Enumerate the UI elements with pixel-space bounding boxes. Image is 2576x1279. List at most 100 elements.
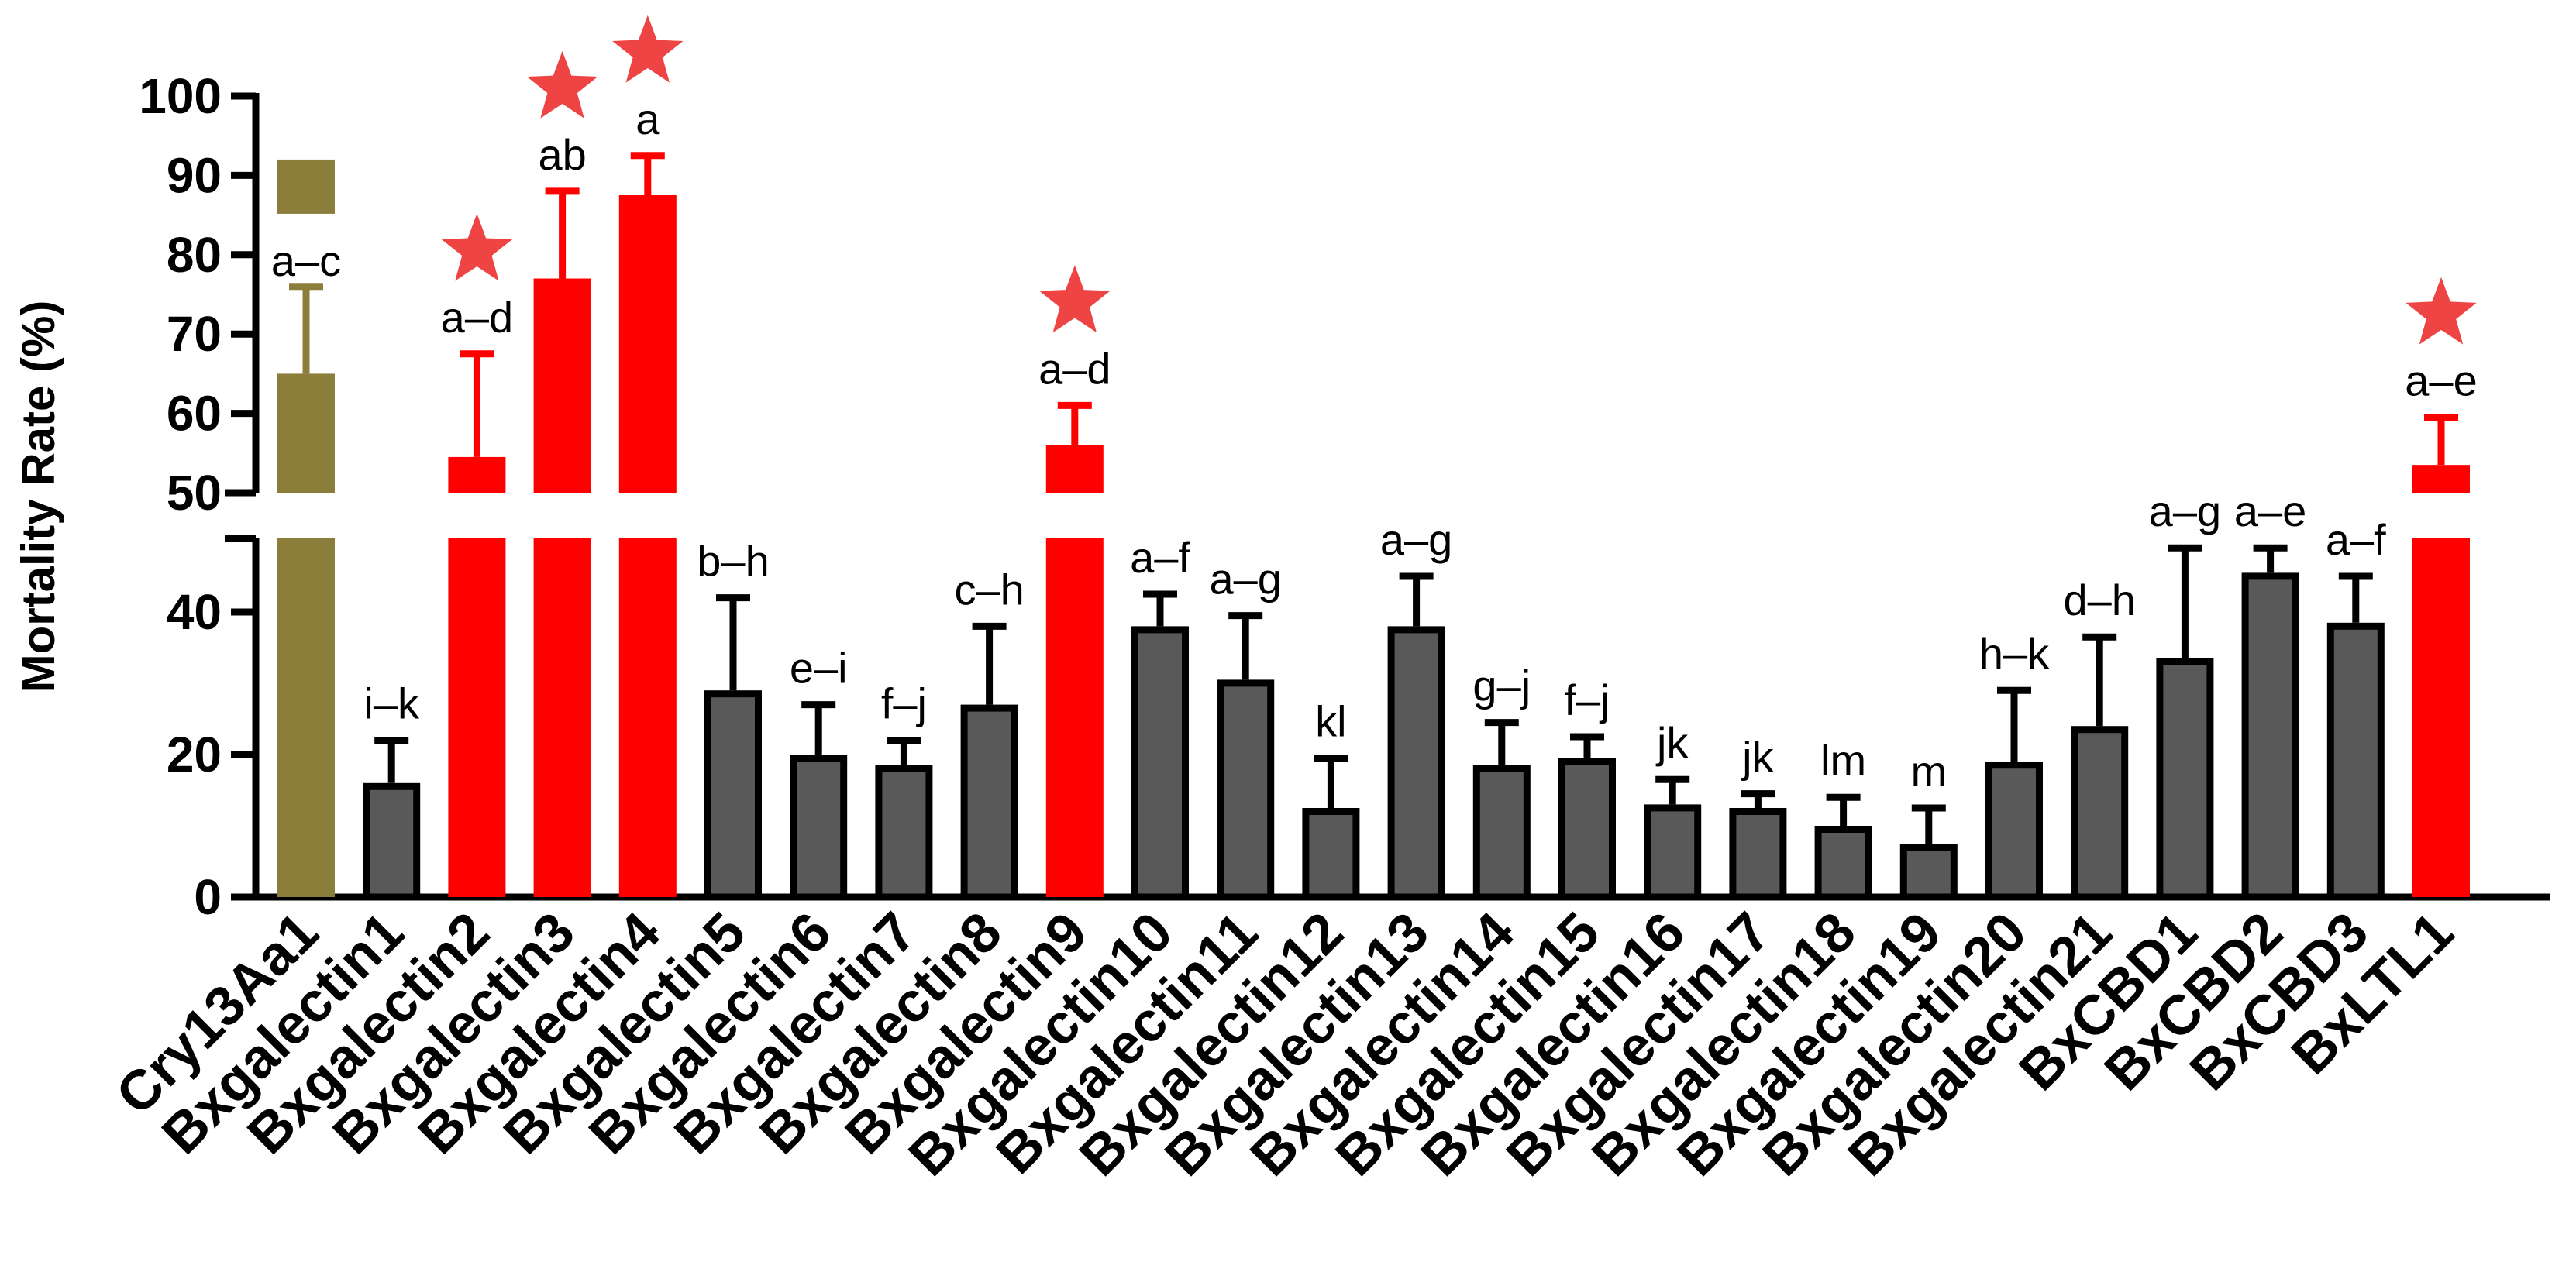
- bar: [1558, 758, 1616, 901]
- bar: [277, 373, 335, 493]
- bar: [2241, 572, 2299, 901]
- bar: [2071, 726, 2129, 901]
- bar: [1045, 538, 1104, 897]
- significance-label: jk: [1741, 733, 1774, 782]
- bar-group: b–h: [697, 537, 770, 901]
- bar-marker: [277, 159, 335, 214]
- significance-label: g–j: [1472, 662, 1531, 710]
- bar: [533, 278, 591, 493]
- bar: [2412, 465, 2470, 493]
- bar: [1472, 765, 1531, 901]
- significance-label: a–d: [441, 293, 513, 342]
- bar-group: a–f: [2326, 515, 2386, 901]
- significance-label: a–g: [1380, 515, 1452, 564]
- bar: [1045, 445, 1104, 493]
- significance-label: a–g: [2149, 487, 2221, 535]
- bar-group: a–e: [2234, 487, 2306, 901]
- significance-star: [612, 15, 684, 83]
- y-tick-label: 0: [194, 869, 222, 925]
- significance-star: [441, 213, 513, 281]
- bar-group: a–e: [2405, 277, 2478, 897]
- bar-group: lm: [1814, 736, 1872, 901]
- bar-group: e–i: [790, 644, 848, 901]
- y-axis-label: Mortality Rate (%): [12, 301, 64, 693]
- bar-group: a–g: [2149, 487, 2221, 901]
- significance-star: [2406, 277, 2477, 345]
- significance-label: e–i: [790, 644, 848, 693]
- bar-group: a–d: [1038, 265, 1111, 897]
- significance-label: jk: [1655, 718, 1689, 767]
- bar: [1814, 826, 1872, 901]
- bar-group: f–j: [875, 679, 933, 901]
- significance-label: a–e: [2234, 487, 2306, 535]
- bar-group: a: [612, 15, 684, 897]
- bar-group: jk: [1644, 718, 1702, 901]
- bar: [1302, 808, 1360, 901]
- significance-label: f–j: [881, 679, 927, 728]
- bar: [533, 538, 591, 897]
- y-tick-label: 80: [167, 227, 222, 283]
- bar: [448, 538, 506, 897]
- bar: [363, 782, 421, 901]
- bar: [1387, 626, 1445, 901]
- bar-group: jk: [1729, 733, 1787, 901]
- bar-group: c–h: [954, 565, 1025, 901]
- significance-label: m: [1910, 747, 1947, 796]
- bar-group: f–j: [1558, 676, 1616, 901]
- bar-group: g–j: [1472, 662, 1531, 901]
- bar: [2412, 538, 2470, 897]
- bar: [618, 538, 677, 897]
- significance-label: lm: [1820, 736, 1866, 785]
- bar: [1131, 626, 1189, 901]
- bar: [960, 704, 1018, 901]
- y-tick-label: 100: [139, 68, 222, 124]
- bar: [277, 538, 335, 897]
- bar: [790, 755, 848, 901]
- bar: [1217, 679, 1275, 901]
- bar-group: kl: [1302, 697, 1360, 901]
- bar: [2326, 622, 2385, 901]
- bar: [1644, 804, 1702, 901]
- significance-label: h–k: [1979, 629, 2050, 678]
- bar: [1985, 762, 2043, 901]
- significance-label: c–h: [954, 565, 1024, 614]
- significance-star: [1039, 265, 1111, 333]
- bar-group: h–k: [1979, 629, 2050, 901]
- bar-group: a–c: [271, 159, 341, 897]
- y-tick-label: 70: [167, 306, 222, 362]
- significance-label: a–f: [2326, 515, 2386, 564]
- significance-label: f–j: [1564, 676, 1610, 724]
- bar: [1899, 844, 1958, 901]
- significance-label: kl: [1315, 697, 1346, 746]
- y-tick-label: 40: [167, 584, 222, 640]
- significance-label: b–h: [697, 537, 769, 586]
- significance-star: [526, 50, 598, 119]
- bar: [2156, 658, 2214, 901]
- bar: [448, 456, 506, 493]
- significance-label: a–f: [1130, 533, 1190, 582]
- y-tick-label: 20: [167, 727, 222, 782]
- significance-label: a–e: [2405, 356, 2477, 405]
- bar: [704, 690, 762, 901]
- bar-group: a–g: [1380, 515, 1452, 901]
- bar: [618, 195, 677, 493]
- significance-label: a: [635, 95, 660, 143]
- bar: [875, 765, 933, 901]
- x-tick-labels: Cry13Aa1Bxgalectin1Bxgalectin2Bxgalectin…: [105, 901, 2465, 1188]
- y-ticks: 0 20 40 50 60 70 80 90 100: [139, 68, 256, 925]
- significance-label: a–g: [1209, 555, 1281, 603]
- significance-label: a–c: [271, 236, 341, 285]
- bar-group: a–f: [1130, 533, 1190, 901]
- y-tick-label: 50: [167, 465, 222, 521]
- bar-group: d–h: [2063, 576, 2136, 901]
- bar-group: i–k: [363, 679, 421, 901]
- significance-label: i–k: [363, 679, 420, 728]
- bar-group: ab: [526, 50, 598, 897]
- bars: a–c i–k a–d ab a b–h e–i f–j c–h a–d a–f a–g kl a–g g–…: [271, 15, 2478, 901]
- significance-label: d–h: [2063, 576, 2135, 624]
- bar: [1729, 808, 1787, 901]
- significance-label: ab: [538, 130, 586, 179]
- bar-group: a–g: [1209, 555, 1282, 901]
- bar-group: a–d: [441, 213, 513, 897]
